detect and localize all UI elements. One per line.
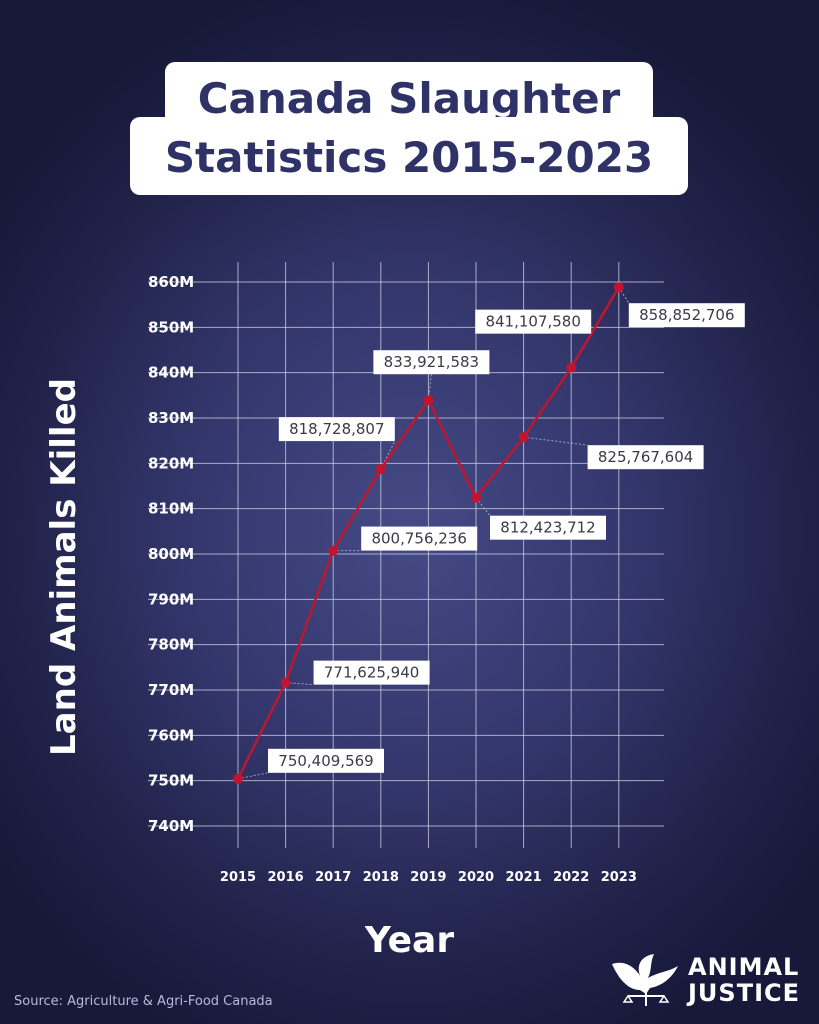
label-leader-line <box>618 286 630 304</box>
data-label-box <box>313 660 430 685</box>
x-tick-label: 2023 <box>601 870 637 885</box>
animal-justice-logo: ANIMAL JUSTICE <box>606 950 806 1010</box>
chart-grid <box>148 262 664 848</box>
dove-scales-icon <box>612 954 678 1006</box>
y-tick-label: 760M <box>148 726 194 744</box>
data-point <box>423 395 434 406</box>
logo-wordmark: ANIMAL JUSTICE <box>688 954 800 1006</box>
data-point <box>328 545 339 556</box>
x-tick-label: 2019 <box>410 870 446 885</box>
data-point <box>613 282 624 293</box>
data-point <box>518 432 529 443</box>
x-tick-label: 2015 <box>220 870 256 885</box>
label-leader-line <box>237 772 269 780</box>
data-label: 825,767,604 <box>598 448 693 466</box>
y-tick-label: 800M <box>148 545 194 563</box>
data-label: 833,921,583 <box>384 353 479 371</box>
x-tick-label: 2016 <box>268 870 304 885</box>
x-tick-label: 2020 <box>458 870 494 885</box>
x-tick-label: 2017 <box>315 870 351 885</box>
label-leader-line <box>523 436 588 446</box>
data-label-box <box>373 350 490 375</box>
y-tick-label: 820M <box>148 454 194 472</box>
data-point <box>566 362 577 373</box>
data-point <box>375 464 386 475</box>
data-point <box>471 492 481 503</box>
data-label-box <box>475 309 592 334</box>
y-axis-title-text: Land Animals Killed <box>44 378 84 756</box>
y-tick-label: 740M <box>148 817 194 835</box>
data-labels: 750,409,569 771,625,940 800,756,236 818,728… <box>268 303 745 773</box>
y-axis-ticks: 740M 750M 760M 770M 780M 790M 800M 810M 820M 830M… <box>148 273 194 835</box>
x-axis-ticks: 2015 2016 2017 2018 2019 2020 2021 2022 2023 <box>220 870 637 885</box>
data-label: 818,728,807 <box>289 420 384 438</box>
x-tick-label: 2021 <box>506 870 542 885</box>
x-tick-label: 2018 <box>363 870 399 885</box>
page-title-line-2: Statistics 2015-2023 <box>130 117 688 195</box>
y-tick-label: 780M <box>148 636 194 654</box>
y-tick-label: 840M <box>148 364 194 382</box>
data-point <box>233 773 243 784</box>
logo-line-2: JUSTICE <box>688 979 801 1007</box>
data-label-box <box>587 445 704 470</box>
data-label-box <box>278 417 395 442</box>
y-tick-label: 830M <box>148 409 194 427</box>
data-label: 800,756,236 <box>371 530 466 548</box>
y-tick-label: 790M <box>148 590 194 608</box>
data-label: 771,625,940 <box>324 664 419 682</box>
y-tick-label: 770M <box>148 681 194 699</box>
x-axis-title: Year <box>364 920 455 961</box>
page-title-line-1: Canada Slaughter <box>165 62 653 126</box>
y-tick-label: 810M <box>148 500 194 518</box>
data-label-box <box>268 748 384 773</box>
data-label-box <box>628 303 745 328</box>
x-tick-label: 2022 <box>553 870 589 885</box>
data-label-box <box>490 515 606 540</box>
data-label: 812,423,712 <box>500 519 595 537</box>
logo-line-1: ANIMAL <box>688 953 800 981</box>
data-label: 750,409,569 <box>278 752 373 770</box>
chart-series <box>233 282 624 784</box>
data-label: 858,852,706 <box>639 306 734 324</box>
data-label-box <box>361 526 478 551</box>
y-tick-label: 860M <box>148 273 194 291</box>
y-tick-label: 850M <box>148 318 194 336</box>
data-label: 841,107,580 <box>485 313 580 331</box>
data-point <box>280 677 291 688</box>
y-tick-label: 750M <box>148 772 194 790</box>
source-note: Source: Agriculture & Agri-Food Canada <box>14 994 273 1009</box>
